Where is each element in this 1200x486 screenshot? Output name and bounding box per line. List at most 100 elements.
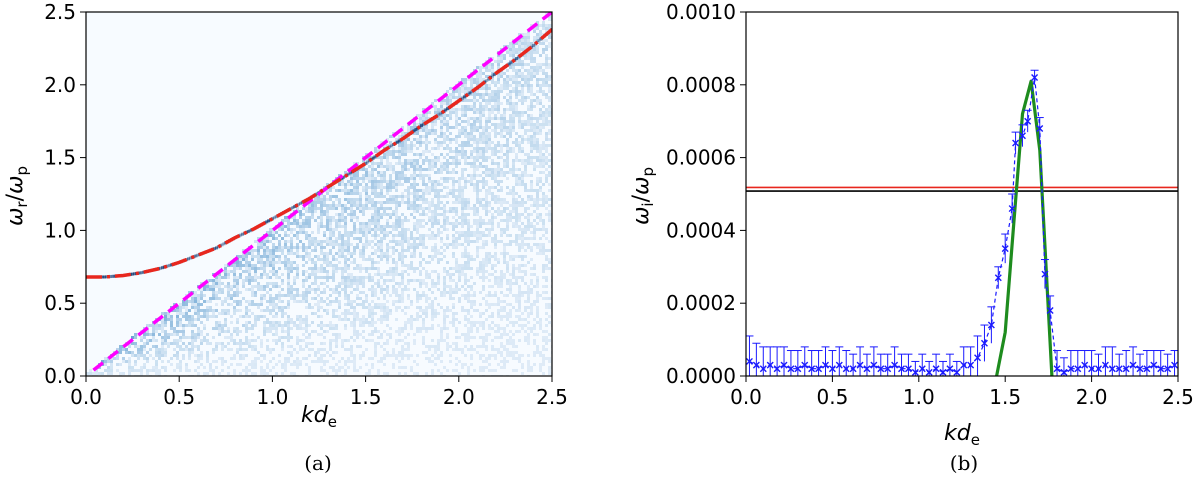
heatmap-cell: [491, 111, 494, 114]
heatmap-cell: [215, 366, 218, 369]
heatmap-cell: [287, 285, 290, 288]
heatmap-cell: [500, 75, 503, 78]
heatmap-cell: [470, 165, 473, 168]
heatmap-cell: [287, 249, 290, 252]
heatmap-cell: [455, 282, 458, 285]
heatmap-cell: [263, 309, 266, 312]
heatmap-cell: [524, 318, 527, 321]
heatmap-cell: [425, 213, 428, 216]
heatmap-cell: [257, 288, 260, 291]
heatmap-cell: [494, 147, 497, 150]
heatmap-cell: [506, 171, 509, 174]
heatmap-cell: [503, 228, 506, 231]
heatmap-cell: [455, 264, 458, 267]
heatmap-cell: [431, 315, 434, 318]
heatmap-cell: [476, 345, 479, 348]
heatmap-cell: [167, 342, 170, 345]
heatmap-cell: [152, 336, 155, 339]
heatmap-cell: [377, 219, 380, 222]
heatmap-cell: [341, 270, 344, 273]
heatmap-cell: [500, 228, 503, 231]
heatmap-cell: [485, 252, 488, 255]
heatmap-cell: [200, 282, 203, 285]
heatmap-cell: [314, 279, 317, 282]
heatmap-cell: [473, 105, 476, 108]
heatmap-cell: [446, 144, 449, 147]
heatmap-cell: [353, 252, 356, 255]
heatmap-cell: [272, 315, 275, 318]
heatmap-cell: [311, 213, 314, 216]
heatmap-cell: [503, 219, 506, 222]
heatmap-cell: [386, 309, 389, 312]
heatmap-cell: [455, 222, 458, 225]
heatmap-cell: [371, 252, 374, 255]
heatmap-cell: [359, 279, 362, 282]
heatmap-cell: [302, 285, 305, 288]
heatmap-cell: [365, 177, 368, 180]
heatmap-cell: [458, 243, 461, 246]
heatmap-cell: [194, 333, 197, 336]
heatmap-cell: [506, 342, 509, 345]
heatmap-cell: [290, 237, 293, 240]
heatmap-cell: [281, 279, 284, 282]
heatmap-cell: [464, 231, 467, 234]
heatmap-cell: [494, 102, 497, 105]
heatmap-cell: [203, 372, 206, 375]
heatmap-cell: [266, 285, 269, 288]
heatmap-cell: [506, 252, 509, 255]
heatmap-cell: [248, 342, 251, 345]
heatmap-cell: [407, 198, 410, 201]
heatmap-cell: [476, 72, 479, 75]
heatmap-cell: [371, 234, 374, 237]
heatmap-cell: [437, 198, 440, 201]
heatmap-cell: [401, 126, 404, 129]
heatmap-cell: [488, 231, 491, 234]
heatmap-cell: [497, 174, 500, 177]
heatmap-cell: [335, 222, 338, 225]
heatmap-cell: [377, 180, 380, 183]
heatmap-cell: [482, 327, 485, 330]
heatmap-cell: [440, 117, 443, 120]
heatmap-cell: [242, 354, 245, 357]
heatmap-cell: [185, 348, 188, 351]
heatmap-cell: [464, 219, 467, 222]
heatmap-cell: [197, 312, 200, 315]
heatmap-cell: [422, 321, 425, 324]
heatmap-cell: [269, 258, 272, 261]
heatmap-cell: [467, 285, 470, 288]
heatmap-cell: [506, 219, 509, 222]
heatmap-cell: [485, 150, 488, 153]
heatmap-cell: [272, 333, 275, 336]
heatmap-cell: [134, 360, 137, 363]
heatmap-cell: [398, 255, 401, 258]
heatmap-cell: [155, 345, 158, 348]
heatmap-cell: [419, 306, 422, 309]
heatmap-cell: [326, 183, 329, 186]
heatmap-cell: [506, 282, 509, 285]
heatmap-cell: [497, 348, 500, 351]
heatmap-cell: [512, 162, 515, 165]
heatmap-cell: [485, 93, 488, 96]
heatmap-cell: [512, 351, 515, 354]
heatmap-cell: [305, 336, 308, 339]
heatmap-cell: [494, 210, 497, 213]
heatmap-cell: [125, 348, 128, 351]
heatmap-cell: [440, 237, 443, 240]
heatmap-cell: [290, 363, 293, 366]
heatmap-cell: [368, 225, 371, 228]
heatmap-cell: [467, 369, 470, 372]
heatmap-cell: [464, 90, 467, 93]
heatmap-cell: [245, 267, 248, 270]
heatmap-cell: [467, 219, 470, 222]
heatmap-cell: [314, 243, 317, 246]
heatmap-cell: [491, 171, 494, 174]
heatmap-cell: [518, 318, 521, 321]
heatmap-cell: [146, 372, 149, 375]
heatmap-cell: [323, 330, 326, 333]
heatmap-cell: [398, 150, 401, 153]
heatmap-cell: [395, 225, 398, 228]
heatmap-cell: [155, 366, 158, 369]
heatmap-cell: [395, 189, 398, 192]
heatmap-cell: [380, 183, 383, 186]
heatmap-cell: [437, 111, 440, 114]
